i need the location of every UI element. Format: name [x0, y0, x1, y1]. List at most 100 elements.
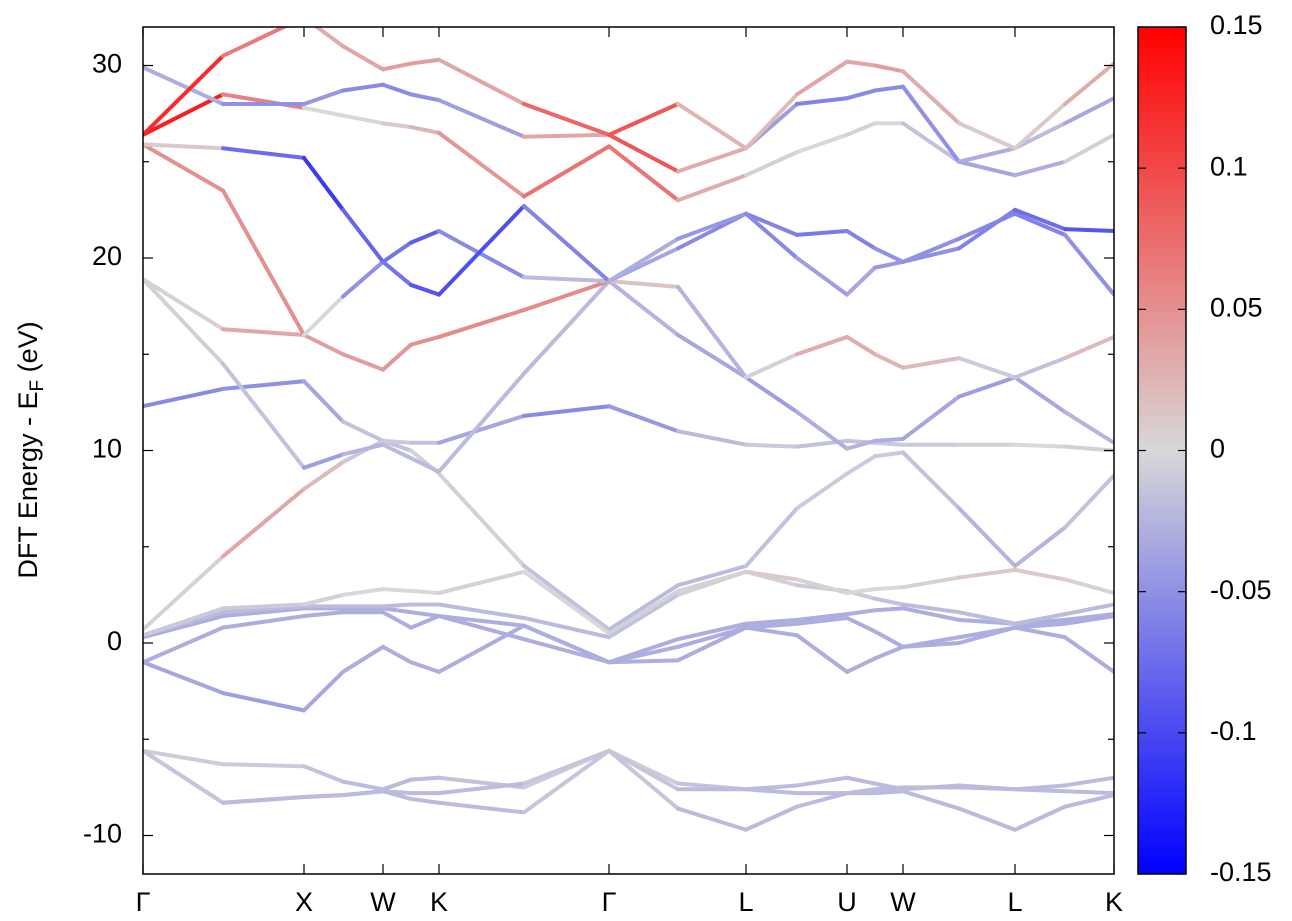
band-segment — [873, 352, 905, 370]
band-segment — [381, 121, 413, 130]
band-segment — [1063, 775, 1114, 788]
band-segment — [676, 429, 748, 447]
band-segment — [744, 150, 799, 178]
band-segment — [744, 787, 799, 796]
band-segment — [744, 506, 799, 568]
y-tick-label: -10 — [83, 819, 122, 849]
band-segment — [744, 352, 799, 380]
band-segment — [409, 610, 441, 619]
band-segment — [873, 629, 905, 649]
band-segment — [437, 623, 526, 674]
band-segment — [1063, 96, 1114, 126]
band-segment — [1063, 334, 1114, 361]
band-segment — [522, 279, 611, 312]
band-segment — [901, 575, 961, 590]
band-segment — [607, 279, 680, 289]
band-segment — [522, 748, 611, 786]
band-segment — [873, 246, 905, 264]
band-segment — [795, 471, 849, 511]
band-segment — [901, 121, 961, 164]
band-segment — [957, 375, 1017, 399]
colorbar-tick-label: -0.1 — [1210, 716, 1257, 746]
band-segment — [607, 583, 680, 632]
band-segment — [522, 204, 611, 284]
band-segment — [341, 352, 385, 372]
y-tick-label: 10 — [92, 434, 122, 464]
band-segment — [845, 587, 877, 595]
band-segment — [795, 256, 849, 297]
band-segment — [522, 144, 611, 199]
band-segment — [1013, 159, 1067, 178]
x-tick-label: K — [1105, 887, 1123, 917]
y-label-text: (eV) — [13, 321, 43, 380]
band-segment — [341, 207, 385, 264]
band-segment — [381, 82, 413, 97]
x-tick-label: Γ — [136, 887, 151, 917]
band-segment — [845, 656, 877, 674]
band-segment — [873, 785, 905, 792]
band-segment — [437, 130, 526, 199]
band-segment — [221, 146, 306, 160]
band-segment — [744, 621, 799, 630]
band-segment — [607, 658, 680, 665]
band-segment — [795, 334, 849, 357]
band-segment — [522, 404, 611, 418]
band-segment — [381, 61, 413, 72]
band-segment — [795, 612, 849, 622]
band-segment — [901, 84, 961, 164]
band-segment — [845, 334, 877, 357]
band-segment — [676, 564, 748, 588]
band-segment — [1063, 410, 1114, 445]
band-segment — [1063, 232, 1114, 297]
band-segment — [409, 229, 441, 245]
band-segment — [341, 44, 385, 72]
band-segment — [901, 356, 961, 370]
band-segment — [744, 211, 799, 237]
band-segment — [676, 806, 748, 832]
band-segment — [409, 282, 441, 297]
band-segment — [522, 748, 611, 815]
x-tick-label: X — [295, 887, 313, 917]
band-segment — [845, 787, 877, 796]
band-segment — [409, 796, 441, 805]
band-segment — [522, 102, 611, 137]
band-segment — [901, 789, 961, 811]
band-segment — [437, 57, 526, 106]
band-segment — [873, 84, 905, 93]
band-segment — [795, 791, 849, 809]
band-segment — [143, 660, 225, 696]
band-segment — [845, 438, 877, 451]
x-tick-label: Γ — [602, 887, 617, 917]
band-segment — [1013, 356, 1067, 380]
band-segment — [744, 211, 799, 260]
band-segment — [1063, 614, 1114, 626]
band-segment — [437, 471, 526, 568]
band-segment — [313, 27, 345, 49]
band-segment — [302, 379, 345, 424]
band-segment — [381, 342, 413, 372]
x-tick-label: K — [430, 887, 448, 917]
band-segment — [676, 569, 748, 594]
band-segment — [1063, 132, 1114, 164]
band-segment — [143, 386, 225, 409]
y-label-subscript: F — [27, 380, 48, 392]
band-segment — [381, 438, 413, 445]
band-segment — [676, 146, 748, 174]
band-segment — [1013, 121, 1067, 151]
band-segment — [901, 641, 961, 649]
band-segment — [676, 284, 748, 380]
band-segment — [221, 361, 306, 470]
band-segment — [143, 614, 225, 640]
band-segment — [341, 779, 385, 792]
band-segment — [744, 617, 799, 626]
band-segment — [1063, 612, 1114, 622]
band-segment — [522, 623, 611, 665]
band-segment — [302, 333, 345, 357]
band-segment — [607, 748, 680, 792]
band-segment — [795, 775, 849, 788]
band-segment — [341, 113, 385, 126]
band-segment — [873, 436, 905, 443]
band-segment — [409, 456, 441, 474]
band-segment — [341, 82, 385, 93]
band-segment — [845, 775, 877, 786]
